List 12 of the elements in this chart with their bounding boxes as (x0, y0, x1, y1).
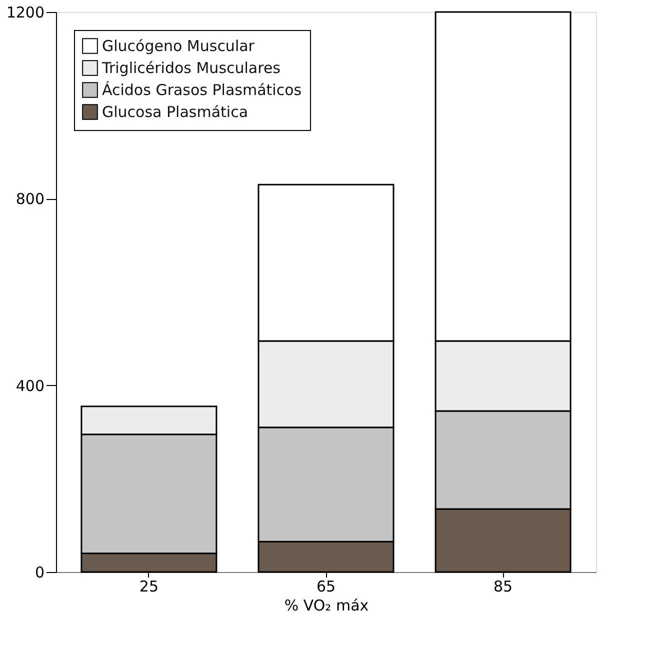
y-tick-label: 400 (16, 376, 44, 395)
legend-label: Glucosa Plasmática (102, 103, 248, 121)
x-tick-label: 25 (139, 578, 158, 596)
y-tick-label: 800 (16, 190, 44, 208)
x-tick-label: 65 (316, 578, 336, 596)
x-axis-title: % VO₂ máx (284, 596, 369, 614)
y-tick-label: 1200 (6, 4, 44, 22)
y-tick-label: 0 (34, 564, 44, 582)
legend-label: Ácidos Grasos Plasmáticos (102, 81, 302, 99)
x-tick-label: 85 (494, 578, 513, 596)
legend-label: Triglicéridos Musculares (101, 59, 281, 77)
legend-label: Glucógeno Muscular (102, 37, 256, 55)
